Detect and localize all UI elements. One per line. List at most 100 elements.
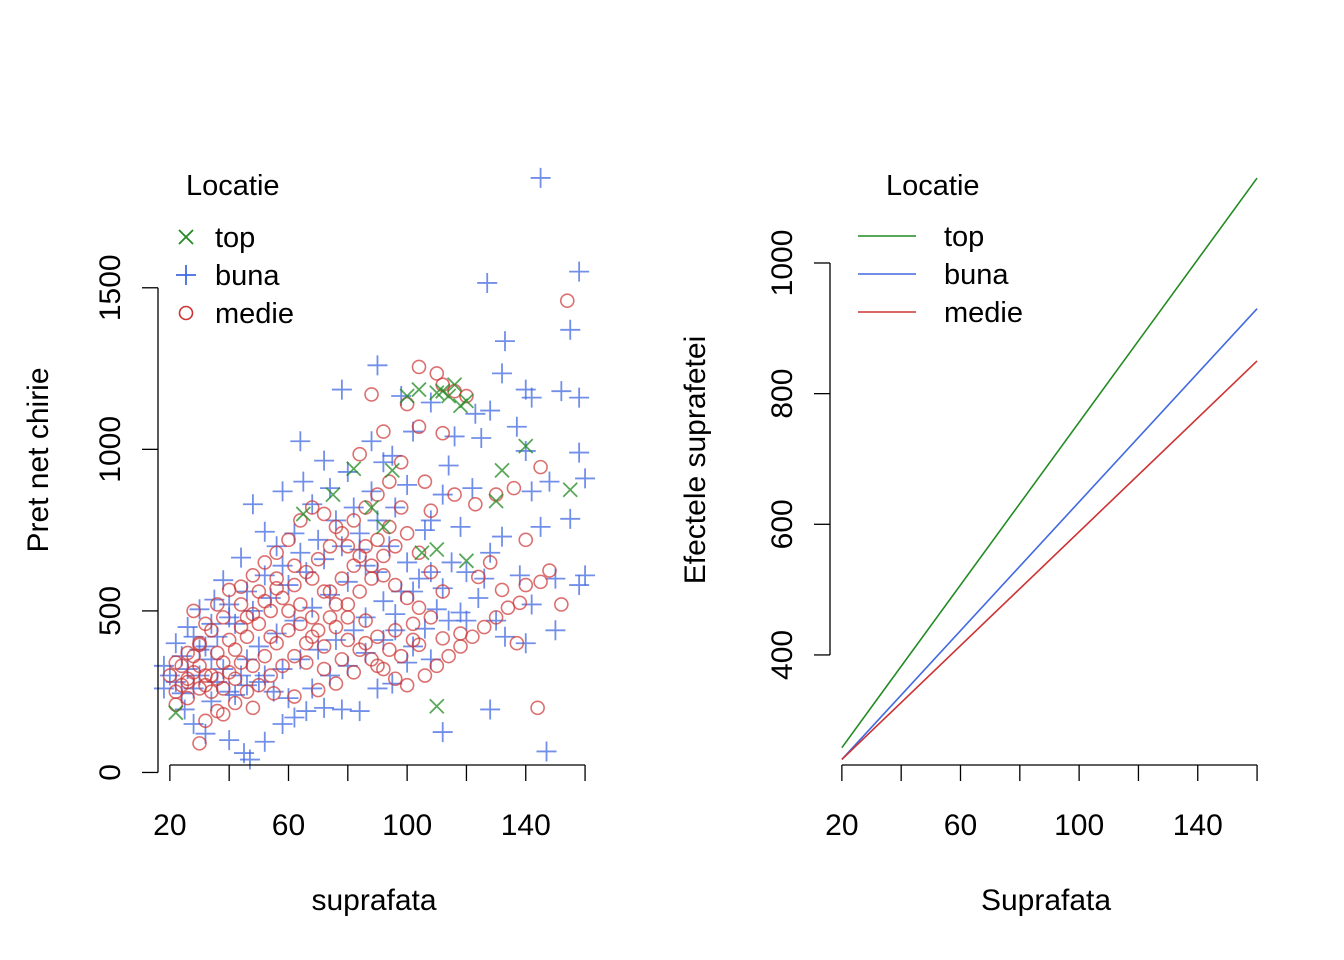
scatter-point-medie: [411, 600, 427, 615]
scatter-point-medie: [293, 513, 308, 528]
line-y-axis-title: Efectele suprafetei: [679, 336, 712, 584]
scatter-point-medie: [263, 668, 278, 683]
scatter-point-buna: [441, 552, 462, 573]
scatter-point-buna: [492, 363, 513, 384]
scatter-point-medie: [399, 526, 415, 541]
scatter-point-top: [441, 388, 457, 404]
scatter-point-medie: [465, 629, 480, 645]
scatter-point-medie: [488, 610, 504, 625]
scatter-point-buna: [432, 578, 453, 599]
scatter-point-buna: [468, 587, 489, 608]
line-legend-title: Locatie: [886, 170, 980, 202]
scatter-point-buna: [242, 494, 263, 515]
scatter-point-top: [446, 377, 463, 393]
x-tick-label: 140: [501, 809, 551, 842]
scatter-point-buna: [462, 478, 483, 499]
scatter-point-medie: [322, 584, 338, 599]
scatter-point-medie: [542, 563, 557, 578]
scatter-point-medie: [269, 580, 284, 596]
scatter-point-buna: [293, 471, 314, 492]
scatter-point-buna: [480, 400, 501, 421]
scatter-point-medie: [287, 558, 302, 573]
scatter-point-top: [518, 438, 534, 454]
scatter-point-buna: [515, 379, 536, 400]
scatter-point-buna: [530, 516, 551, 537]
scatter-point-medie: [387, 577, 403, 593]
x-tick-label: 20: [153, 809, 186, 842]
y-tick-label: 500: [94, 586, 127, 636]
scatter-point-medie: [210, 703, 225, 719]
scatter-point-medie: [364, 571, 379, 586]
scatter-point-buna: [456, 610, 477, 631]
scatter-point-buna: [432, 484, 453, 505]
scatter-point-buna: [521, 481, 542, 502]
scatter-point-medie: [352, 446, 367, 462]
scatter-point-top: [414, 545, 430, 561]
scatter-point-buna: [551, 381, 572, 402]
scatter-point-buna: [420, 510, 441, 531]
legend-label-buna: buna: [944, 259, 1009, 291]
scatter-axes: 20 60 100 140 0 500 1000 1500: [94, 254, 586, 842]
scatter-point-buna: [177, 617, 198, 638]
scatter-point-medie: [251, 677, 267, 693]
scatter-point-medie: [298, 655, 314, 670]
scatter-point-medie: [376, 661, 391, 677]
scatter-point-buna: [254, 731, 275, 752]
scatter-point-medie: [554, 597, 569, 612]
scatter-point-medie: [251, 616, 267, 632]
scatter-point-medie: [376, 548, 391, 564]
scatter-point-buna: [272, 481, 293, 502]
scatter-point-medie: [293, 597, 308, 612]
scatter-point-medie: [245, 700, 261, 716]
scatter-point-buna: [569, 387, 590, 408]
scatter-point-buna: [314, 697, 335, 718]
scatter-point-medie: [429, 658, 445, 674]
scatter-point-top: [325, 486, 341, 503]
scatter-point-medie: [192, 736, 207, 751]
x-tick-label: 100: [382, 809, 432, 842]
scatter-point-medie: [435, 631, 451, 646]
scatter-point-top: [384, 462, 400, 478]
scatter-point-medie: [168, 697, 184, 712]
scatter-point-medie: [364, 652, 379, 667]
scatter-point-medie: [322, 610, 338, 625]
scatter-point-medie: [447, 487, 462, 502]
scatter-point-medie: [423, 564, 439, 580]
scatter-point-medie: [192, 635, 207, 651]
scatter-point-medie: [245, 568, 261, 583]
scatter-point-medie: [358, 635, 373, 651]
scatter-point-medie: [533, 574, 548, 590]
scatter-point-top: [494, 462, 510, 478]
scatter-point-medie: [257, 648, 273, 664]
x-tick-label: 20: [825, 809, 858, 842]
scatter-point-buna: [272, 555, 293, 576]
scatter-point-buna: [545, 620, 566, 641]
x-tick-label: 60: [944, 809, 977, 842]
scatter-point-buna: [302, 494, 323, 515]
scatter-point-medie: [393, 500, 409, 515]
scatter-point-medie: [233, 579, 249, 594]
scatter-point-buna: [331, 379, 352, 400]
scatter-point-medie: [266, 685, 281, 701]
scatter-point-medie: [233, 597, 249, 612]
x-tick-label: 140: [1173, 809, 1223, 842]
scatter-point-medie: [221, 632, 237, 648]
scatter-point-medie: [399, 677, 415, 693]
scatter-point-medie: [423, 610, 439, 625]
scatter-point-medie: [316, 639, 332, 654]
scatter-point-medie: [328, 619, 344, 635]
scatter-point-top: [411, 381, 427, 398]
scatter-point-medie: [482, 555, 498, 570]
scatter-point-buna: [373, 452, 394, 473]
scatter-point-buna: [536, 741, 557, 762]
scatter-point-buna: [569, 442, 590, 463]
scatter-point-medie: [239, 684, 255, 699]
scatter-point-medie: [399, 396, 415, 412]
scatter-point-medie: [387, 671, 403, 687]
scatter-point-medie: [304, 629, 320, 645]
scatter-point-medie: [334, 652, 350, 667]
scatter-point-buna: [560, 508, 581, 529]
scatter-point-top: [295, 506, 311, 522]
scatter-point-medie: [269, 545, 284, 561]
scatter-point-medie: [453, 639, 468, 654]
